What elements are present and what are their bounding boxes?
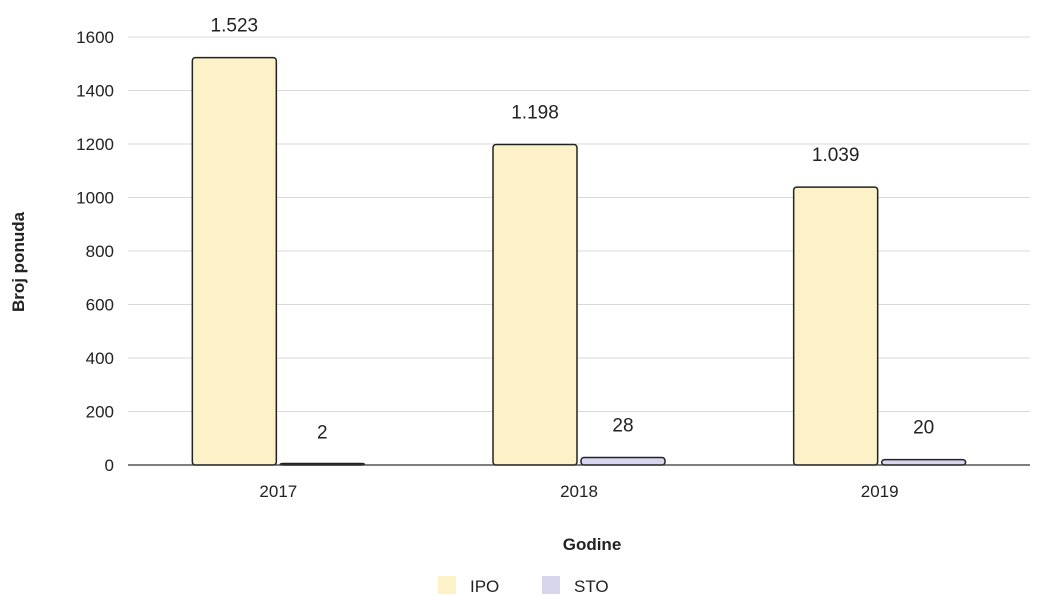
data-labels: 1.523 2 1.198 28 1.039 20 <box>211 16 935 444</box>
bar-sto-2018 <box>580 456 666 466</box>
y-axis-title: Broj ponuda <box>9 211 28 312</box>
legend: IPO STO <box>438 576 609 596</box>
legend-label-sto: STO <box>574 577 609 596</box>
y-tick-label: 1400 <box>76 82 114 101</box>
bar-ipo-2018 <box>492 143 578 466</box>
bar-ipo-2019 <box>792 186 879 466</box>
y-tick-label: 1200 <box>76 135 114 154</box>
data-label-ipo-2017: 1.523 <box>211 16 259 37</box>
y-tick-label: 1600 <box>76 28 114 47</box>
y-axis-ticks: 0 200 400 600 800 1000 1200 1400 1600 <box>76 28 114 475</box>
gridlines <box>128 36 1030 412</box>
data-label-sto-2017: 2 <box>317 422 328 443</box>
legend-label-ipo: IPO <box>470 577 499 596</box>
x-tick-label: 2017 <box>259 482 297 501</box>
data-label-ipo-2018: 1.198 <box>511 103 559 124</box>
data-label-sto-2019: 20 <box>913 418 934 439</box>
x-tick-label: 2018 <box>560 482 598 501</box>
y-tick-label: 1000 <box>76 189 114 208</box>
legend-swatch-sto <box>542 576 560 594</box>
x-axis-ticks: 2017 2018 2019 <box>259 482 898 501</box>
y-tick-label: 200 <box>86 403 114 422</box>
y-tick-label: 600 <box>86 296 114 315</box>
bar-ipo-2017 <box>191 56 278 466</box>
data-label-ipo-2019: 1.039 <box>812 145 860 166</box>
y-tick-label: 0 <box>105 456 114 475</box>
y-tick-label: 400 <box>86 349 114 368</box>
data-label-sto-2018: 28 <box>612 416 633 437</box>
legend-swatch-ipo <box>438 576 456 594</box>
y-tick-label: 800 <box>86 242 114 261</box>
x-axis-title: Godine <box>563 535 622 554</box>
bars <box>191 56 967 466</box>
x-tick-label: 2019 <box>861 482 899 501</box>
bar-sto-2019 <box>880 458 967 466</box>
